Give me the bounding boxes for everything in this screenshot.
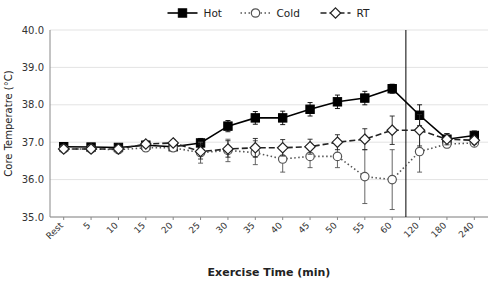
x-tick-label: 35 <box>242 220 257 235</box>
series-line <box>64 89 475 148</box>
x-tick <box>227 217 228 220</box>
x-tick-label: 30 <box>214 220 229 235</box>
grid-line <box>50 67 488 68</box>
legend-label: Cold <box>277 7 300 19</box>
point <box>250 143 260 153</box>
x-tick <box>392 217 393 220</box>
x-tick-label: 40 <box>269 220 284 235</box>
x-tick-label: 240 <box>457 220 476 239</box>
grid-line <box>50 179 488 180</box>
point <box>223 144 233 154</box>
series-cold <box>59 131 478 210</box>
point <box>388 175 396 183</box>
x-tick <box>310 217 311 220</box>
y-axis <box>50 30 51 217</box>
x-tick <box>91 217 92 220</box>
point <box>360 134 370 144</box>
x-tick <box>118 217 119 220</box>
point <box>333 98 341 106</box>
chart: 35.0 36.0 37.0 38.0 39.0 40.0 Rest 5 10 15 20 25 30 3… <box>0 0 500 281</box>
legend-marker <box>178 9 186 17</box>
x-tick-label: 55 <box>351 220 366 235</box>
point <box>168 138 178 148</box>
point <box>306 105 314 113</box>
legend-label: RT <box>357 7 371 19</box>
point <box>251 114 259 122</box>
point <box>387 125 397 135</box>
series-rt <box>58 115 479 160</box>
x-tick-label: 20 <box>159 220 174 235</box>
point <box>361 172 369 180</box>
x-tick <box>173 217 174 220</box>
grid-line <box>50 30 488 31</box>
point <box>305 141 315 151</box>
point <box>224 122 232 130</box>
x-tick <box>419 217 420 220</box>
x-tick <box>255 217 256 220</box>
point <box>415 147 423 155</box>
grid-line <box>50 217 488 218</box>
y-tick-label: 35.0 <box>22 212 44 223</box>
legend-label: Hot <box>204 7 222 19</box>
point <box>195 146 205 156</box>
legend-marker <box>330 8 340 18</box>
x-tick-label: 15 <box>132 220 147 235</box>
x-tick-label: Rest <box>44 220 65 241</box>
point <box>86 144 96 154</box>
x-tick <box>63 217 64 220</box>
x-tick <box>364 217 365 220</box>
point <box>361 94 369 102</box>
y-axis-title: Core Temperatre (°C) <box>3 70 14 176</box>
grid-line <box>50 104 488 105</box>
x-tick-label: 120 <box>402 220 421 239</box>
point <box>278 114 286 122</box>
x-tick-label: 60 <box>378 220 393 235</box>
series-hot <box>59 84 478 151</box>
point <box>388 85 396 93</box>
point <box>58 144 68 154</box>
x-tick <box>145 217 146 220</box>
x-tick <box>200 217 201 220</box>
x-tick <box>337 217 338 220</box>
point <box>333 152 341 160</box>
x-tick <box>474 217 475 220</box>
x-tick-label: 180 <box>429 220 448 239</box>
point <box>442 134 452 144</box>
x-axis-title: Exercise Time (min) <box>208 266 331 279</box>
x-tick <box>282 217 283 220</box>
x-axis <box>50 217 488 218</box>
y-tick-label: 40.0 <box>22 25 44 36</box>
y-tick-label: 36.0 <box>22 174 44 185</box>
x-tick <box>446 217 447 220</box>
x-tick-label: 5 <box>81 220 92 231</box>
x-tick-label: 10 <box>105 220 120 235</box>
point <box>113 144 123 154</box>
plot-area <box>58 84 479 209</box>
point <box>277 143 287 153</box>
y-tick-label: 39.0 <box>22 62 44 73</box>
x-tick-label: 25 <box>187 220 202 235</box>
y-tick-label: 38.0 <box>22 99 44 110</box>
y-tick-label: 37.0 <box>22 137 44 148</box>
point <box>414 125 424 135</box>
legend-marker <box>251 9 259 17</box>
point <box>332 137 342 147</box>
point <box>469 135 479 145</box>
x-tick-label: 50 <box>324 220 339 235</box>
axis-break <box>405 30 406 217</box>
x-tick-label: 45 <box>296 220 311 235</box>
legend: Hot Cold RT <box>168 7 371 19</box>
series-line <box>64 130 475 151</box>
point <box>141 139 151 149</box>
grid-line <box>50 142 488 143</box>
